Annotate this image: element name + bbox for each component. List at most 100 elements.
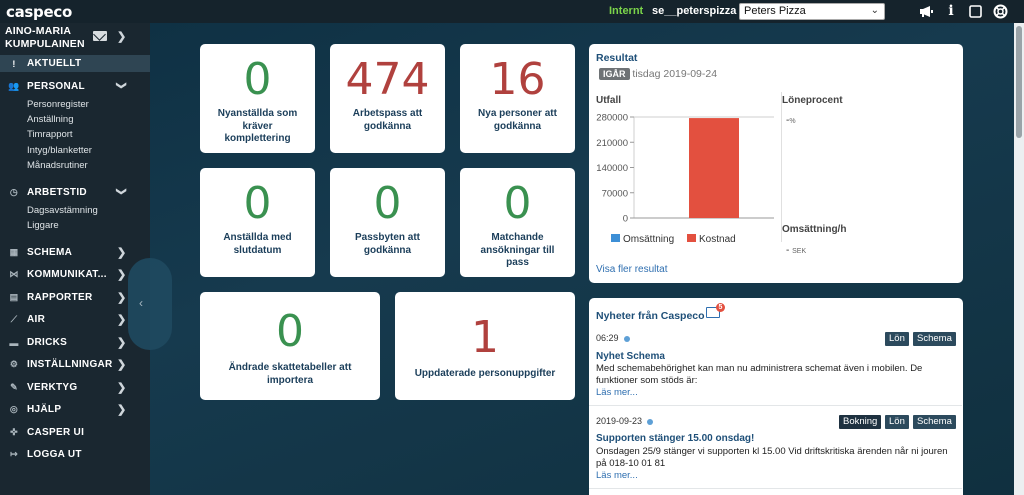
more-results-link[interactable]: Visa fler resultat <box>596 264 668 275</box>
chevron-right-icon[interactable]: ❯ <box>117 337 127 349</box>
sidebar-sub-timrapport[interactable]: Timrapport <box>27 129 73 140</box>
card-new-persons[interactable]: 16 Nya personer att godkänna <box>460 44 575 153</box>
y-tick-label: 70000 <box>602 188 628 199</box>
sidebar-sub-personregister[interactable]: Personregister <box>27 99 89 110</box>
chevron-down-icon[interactable]: ❯ <box>115 81 127 90</box>
news-title: Nyheter från Caspeco <box>596 310 705 322</box>
card-matching-applications[interactable]: 0 Matchande ansökningar till pass <box>460 168 575 277</box>
card-label: Matchande ansökningar till pass <box>480 232 555 268</box>
chevron-right-icon[interactable]: ❯ <box>117 247 127 259</box>
card-updated-personal-data[interactable]: 1 Uppdaterade personuppgifter <box>395 292 575 400</box>
note-icon[interactable] <box>967 3 983 19</box>
sidebar-item-logga-ut[interactable]: ↦ LOGGA UT <box>8 449 82 460</box>
chevron-right-icon[interactable]: ❯ <box>117 269 127 281</box>
omsattning-value: - <box>786 245 790 256</box>
chevron-right-icon[interactable]: ❯ <box>117 292 127 304</box>
sidebar-item-dricks[interactable]: ▬ DRICKS <box>9 337 68 348</box>
lonprocent-value: - <box>786 115 790 126</box>
sidebar-item-aktuellt[interactable] <box>0 55 150 72</box>
card-value: 0 <box>243 178 272 229</box>
chevron-right-icon[interactable]: ❯ <box>117 314 127 326</box>
news-headline[interactable]: Supporten stänger 15.00 onsdag! <box>596 433 755 444</box>
card-label: Nyanställda som kräver komplettering <box>217 108 298 144</box>
lifebuoy-icon[interactable] <box>992 3 1008 19</box>
sidebar-item-arbetstid[interactable]: ◷ ARBETSTID <box>9 187 87 198</box>
yesterday-badge: IGÅR <box>599 68 630 80</box>
legend-swatch <box>611 234 620 242</box>
sidebar-sub-dagsavstamning[interactable]: Dagsavstämning <box>27 205 98 216</box>
lonprocent-unit: % <box>789 118 796 125</box>
news-headline[interactable]: Nyhet Schema <box>596 351 665 362</box>
result-title: Resultat <box>596 52 638 64</box>
card-value: 474 <box>345 54 430 105</box>
chevron-down-icon[interactable]: ❯ <box>115 187 127 196</box>
read-more-link[interactable]: Läs mer... <box>596 387 638 398</box>
info-icon[interactable]: i <box>948 3 954 19</box>
mail-icon[interactable] <box>93 31 107 41</box>
card-new-employees[interactable]: 0 Nyanställda som kräver komplettering <box>200 44 315 153</box>
gear-icon: ⚙ <box>9 359 19 369</box>
newspaper-icon[interactable] <box>706 307 720 318</box>
sidebar-sub-liggare[interactable]: Liggare <box>27 220 59 231</box>
tag-schema[interactable]: Schema <box>913 415 956 429</box>
news-time: 06:29 <box>596 333 630 343</box>
card-label: Passbyten att godkänna <box>354 232 421 256</box>
scrollbar[interactable] <box>1014 23 1024 495</box>
sidebar-item-hjalp[interactable]: ◎ HJÄLP <box>9 404 62 415</box>
y-tick-label: 140000 <box>596 163 628 174</box>
chevron-right-icon[interactable]: ❯ <box>117 404 127 416</box>
news-body: Med schemabehörighet kan man nu administ… <box>596 363 923 386</box>
sidebar-collapse-toggle[interactable]: ‹ <box>128 258 172 350</box>
result-date-row: IGÅR tisdag 2019-09-24 <box>599 68 717 80</box>
news-body: Onsdagen 25/9 stänger vi supporten kl 15… <box>596 446 948 469</box>
read-more-link[interactable]: Läs mer... <box>596 470 638 481</box>
card-shifts-to-approve[interactable]: 474 Arbetspass att godkänna <box>330 44 445 153</box>
card-value: 0 <box>276 306 304 357</box>
sidebar-item-personal[interactable]: 👥 PERSONAL <box>8 81 85 92</box>
sidebar-sub-manadsrutiner[interactable]: Månadsrutiner <box>27 160 88 171</box>
chevron-right-icon[interactable]: ❯ <box>117 382 127 394</box>
news-separator <box>589 405 962 406</box>
omsattning-value-row: - SEK <box>786 245 806 256</box>
card-value: 1 <box>471 312 499 363</box>
y-tick-label: 280000 <box>596 113 628 124</box>
tag-lon[interactable]: Lön <box>885 332 909 346</box>
tag-lon[interactable]: Lön <box>885 415 909 429</box>
sidebar-item-rapporter[interactable]: ▤ RAPPORTER <box>9 292 93 303</box>
sidebar-item-verktyg[interactable]: ✎ VERKTYG <box>8 382 77 393</box>
chevron-right-icon[interactable]: ❯ <box>117 359 127 371</box>
card-label: Nya personer att godkänna <box>478 108 557 132</box>
sidebar-item-casper-ui[interactable]: ✜ CASPER UI <box>8 427 84 438</box>
chevron-right-icon[interactable]: ❯ <box>117 31 127 43</box>
card-tax-tables[interactable]: 0 Ändrade skattetabeller att importera <box>200 292 380 400</box>
omsattning-label: Omsättning/h <box>782 224 847 235</box>
alert-icon: ! <box>12 58 16 69</box>
scrollbar-thumb[interactable] <box>1016 26 1022 138</box>
unread-dot <box>623 335 630 342</box>
gamepad-icon: ✜ <box>10 427 18 437</box>
sidebar-item-schema[interactable]: ▦ SCHEMA <box>9 247 73 258</box>
location-select-value: Peters Pizza <box>744 5 806 17</box>
legend-swatch <box>687 234 696 242</box>
sidebar-sub-intyg[interactable]: Intyg/blanketter <box>27 145 92 156</box>
logo[interactable]: caspeco <box>6 2 72 21</box>
chart-line-icon: ⟋ <box>10 314 18 324</box>
card-employees-end-date[interactable]: 0 Anställda med slutdatum <box>200 168 315 277</box>
card-label: Uppdaterade personuppgifter <box>414 368 556 379</box>
help-icon: ◎ <box>9 404 19 414</box>
location-select[interactable]: Peters Pizza ⌄ <box>739 3 885 20</box>
user-name[interactable]: AINO-MARIA KUMPULAINEN <box>5 25 85 50</box>
divider <box>781 92 782 242</box>
clipboard-icon: ▤ <box>9 292 19 302</box>
sidebar-item-air[interactable]: ⟋ AIR <box>8 314 45 325</box>
card-shift-swaps[interactable]: 0 Passbyten att godkänna <box>330 168 445 277</box>
tag-bokning[interactable]: Bokning <box>839 415 882 429</box>
sidebar-item-aktuellt-label[interactable]: ! AKTUELLT <box>8 58 81 69</box>
tag-schema[interactable]: Schema <box>913 332 956 346</box>
sidebar-item-installningar[interactable]: ⚙ INSTÄLLNINGAR <box>9 359 113 370</box>
megaphone-icon[interactable] <box>918 3 934 19</box>
logout-icon: ↦ <box>10 449 18 459</box>
sidebar-sub-anstallning[interactable]: Anställning <box>27 114 74 125</box>
sidebar-item-kommunikation[interactable]: ⋈ KOMMUNIKAT... <box>9 269 107 280</box>
card-value: 0 <box>503 178 532 229</box>
